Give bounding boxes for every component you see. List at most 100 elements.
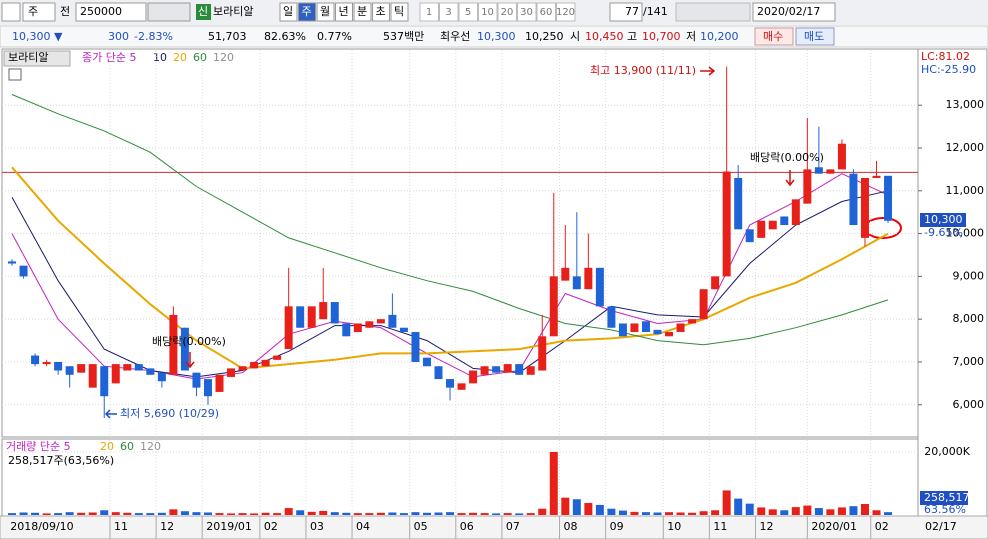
legend-icon[interactable] <box>8 68 22 81</box>
x-tick-label: 2020/01 <box>811 520 857 533</box>
interval-button[interactable] <box>316 2 335 22</box>
volume-bar <box>65 512 74 515</box>
tool-icons[interactable] <box>675 2 751 22</box>
minute: 1 <box>426 7 432 18</box>
volume-bar <box>88 512 97 515</box>
volume-bar <box>227 513 236 515</box>
low: 10,200 <box>700 30 739 43</box>
interval-button[interactable] <box>335 2 353 22</box>
x-tick-label: 08 <box>564 520 578 533</box>
annotation-arrow <box>785 170 795 187</box>
minute-button[interactable] <box>556 2 576 22</box>
candle-body <box>676 323 685 333</box>
count-box[interactable] <box>609 2 643 22</box>
minute-button[interactable] <box>419 2 439 22</box>
period: 주 <box>28 5 38 18</box>
minute-button[interactable] <box>439 2 459 22</box>
icons[interactable] <box>147 2 191 22</box>
candle-body <box>688 319 697 324</box>
period-select[interactable] <box>22 2 56 22</box>
x-tick-label: 02 <box>264 520 278 533</box>
candle-body <box>19 265 28 277</box>
volume-bar <box>238 513 247 515</box>
minute-button[interactable] <box>536 2 556 22</box>
candle-body <box>284 306 293 350</box>
volume-bar <box>641 512 650 515</box>
interval-button[interactable] <box>372 2 390 22</box>
candle-body <box>814 167 823 174</box>
x-tick-label: 04 <box>356 520 370 533</box>
candle-body <box>31 355 40 365</box>
candle-body <box>411 332 420 362</box>
date: 2020/02/17 <box>757 5 820 18</box>
candle-body <box>837 143 846 170</box>
x-tick-label: 10 <box>667 520 681 533</box>
volume-bar <box>342 512 351 515</box>
volume-bar <box>607 508 616 515</box>
annotation: 최고 13,900 (11/11) <box>590 64 696 77</box>
volume-bar <box>365 513 374 515</box>
y-tick-label: 6,000 <box>953 398 985 411</box>
volume-bar <box>77 512 86 515</box>
interval-button[interactable] <box>353 2 372 22</box>
x-tick-label: 06 <box>460 520 474 533</box>
volume-bar <box>169 509 178 515</box>
y-tick-label: 12,000 <box>946 141 985 154</box>
volume-bar <box>319 510 328 515</box>
volume-legend: 거래량 단순 5 <box>6 440 71 453</box>
volume-bar <box>273 513 282 515</box>
x-tick-label: 12 <box>759 520 773 533</box>
annotation: 최저 5,690 (10/29) <box>120 407 219 420</box>
moving-average <box>11 166 889 370</box>
volume-legend-ma: 120 <box>140 440 161 453</box>
candle-body <box>203 379 212 397</box>
current-price-box <box>920 213 966 227</box>
icon[interactable] <box>1 2 21 22</box>
prev-button[interactable]: 전 <box>60 5 70 18</box>
low-label: 저 <box>686 30 696 43</box>
volume-bar <box>284 508 293 515</box>
candle-body <box>65 366 74 375</box>
candle-body <box>653 329 662 335</box>
date-box[interactable] <box>752 2 836 22</box>
volume-tick-label: 20,000K <box>924 445 970 458</box>
volume-bar <box>860 503 869 515</box>
code-input[interactable] <box>75 2 147 22</box>
candle-body <box>469 370 478 384</box>
candle-body <box>446 379 455 388</box>
buy-button[interactable] <box>754 27 794 46</box>
minute-button[interactable] <box>458 2 478 22</box>
interval-button[interactable] <box>279 2 298 22</box>
interval-button[interactable] <box>390 2 409 22</box>
best-label: 최우선 <box>440 30 470 43</box>
y-tick-label: 10,000 <box>946 227 985 240</box>
candle-body <box>791 199 800 226</box>
candle-body <box>607 306 616 328</box>
minute-button[interactable] <box>497 2 517 22</box>
volume-bar <box>584 503 593 515</box>
candle-body <box>227 368 236 377</box>
candle-body <box>526 366 535 375</box>
x-tick-label: 11 <box>114 520 128 533</box>
hc: HC:-25.90 <box>921 63 976 76</box>
x-axis-bar <box>0 515 988 539</box>
volume-bar <box>469 512 478 515</box>
sell-button[interactable] <box>795 27 835 46</box>
volume-bar <box>630 511 639 515</box>
price: 10,300 ▼ <box>12 30 63 43</box>
legend-ma: 60 <box>193 51 207 64</box>
candle-body <box>699 289 708 320</box>
candle-body <box>734 177 743 230</box>
interval: 주 <box>302 5 312 18</box>
candle-body <box>123 364 132 371</box>
candle-body <box>745 229 754 243</box>
minute-button[interactable] <box>517 2 537 22</box>
candle-body <box>330 302 339 324</box>
candle-body <box>768 220 777 230</box>
x-tick-label: 02 <box>875 520 889 533</box>
interval-button[interactable] <box>298 2 316 22</box>
candle-body <box>376 319 385 324</box>
legend-name: 보라티알 <box>8 50 48 64</box>
minute-button[interactable] <box>478 2 498 22</box>
